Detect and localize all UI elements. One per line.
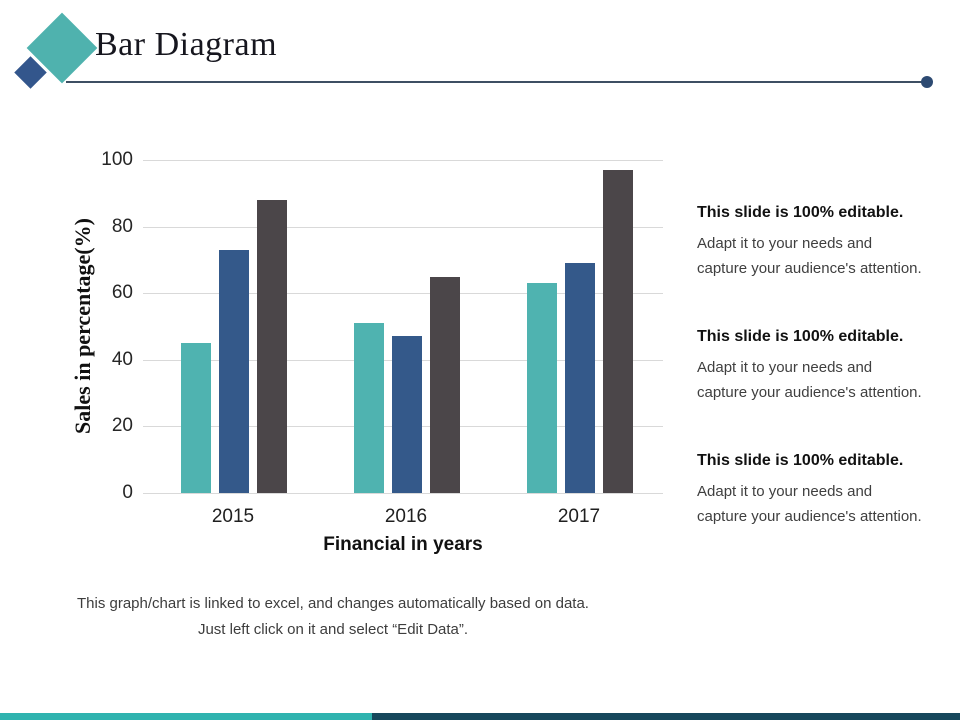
y-axis-tick-label: 100 — [101, 149, 133, 170]
title-divider — [66, 81, 927, 83]
editable-text-block: This slide is 100% editable. Adapt it to… — [697, 328, 927, 405]
x-axis-title: Financial in years — [323, 534, 483, 555]
bar-series-teal-2016[interactable] — [354, 323, 384, 493]
x-axis-tick-label: 2017 — [557, 506, 601, 527]
gridline — [143, 493, 663, 494]
footer-stripe-teal — [0, 713, 372, 720]
footer-stripe — [0, 713, 960, 720]
editable-block-title: This slide is 100% editable. — [697, 204, 904, 221]
y-axis-tick-label: 20 — [111, 415, 133, 436]
editable-text-block: This slide is 100% editable. Adapt it to… — [697, 452, 927, 529]
y-axis-tick-label: 0 — [122, 482, 133, 503]
gridline — [143, 293, 663, 294]
bar-series-gray-2017[interactable] — [603, 170, 633, 493]
bar-series-teal-2017[interactable] — [527, 283, 557, 493]
editable-block-title: This slide is 100% editable. — [697, 452, 904, 469]
x-axis-tick-label: 2016 — [384, 506, 428, 527]
footer-stripe-dark — [372, 713, 960, 720]
bar-series-gray-2015[interactable] — [257, 200, 287, 493]
chart-note: This graph/chart is linked to excel, and… — [50, 591, 616, 643]
bar-series-blue-2015[interactable] — [219, 250, 249, 493]
editable-block-line: capture your audience's attention. — [697, 508, 922, 525]
editable-text-block: This slide is 100% editable. Adapt it to… — [697, 204, 927, 281]
chart-note-line: This graph/chart is linked to excel, and… — [77, 595, 589, 612]
y-axis-tick-label: 60 — [111, 282, 133, 303]
y-axis-tick-label: 80 — [111, 216, 133, 237]
editable-block-line: capture your audience's attention. — [697, 260, 922, 277]
y-axis-title: Sales in percentage(%) — [70, 218, 95, 434]
editable-block-line: Adapt it to your needs and — [697, 483, 873, 500]
bar-series-blue-2017[interactable] — [565, 263, 595, 493]
bar-series-teal-2015[interactable] — [181, 343, 211, 493]
editable-block-title: This slide is 100% editable. — [697, 328, 904, 345]
y-axis-tick-label: 40 — [111, 349, 133, 370]
editable-block-line: Adapt it to your needs and — [697, 235, 873, 252]
editable-block-line: capture your audience's attention. — [697, 384, 922, 401]
editable-block-line: Adapt it to your needs and — [697, 359, 873, 376]
bar-series-blue-2016[interactable] — [392, 336, 422, 493]
bar-series-gray-2016[interactable] — [430, 277, 460, 493]
divider-end-dot — [921, 76, 933, 88]
page-title: Bar Diagram — [95, 26, 278, 63]
gridline — [143, 160, 663, 161]
gridline — [143, 227, 663, 228]
x-axis-tick-label: 2015 — [211, 506, 255, 527]
chart-note-line: Just left click on it and select “Edit D… — [197, 621, 469, 638]
